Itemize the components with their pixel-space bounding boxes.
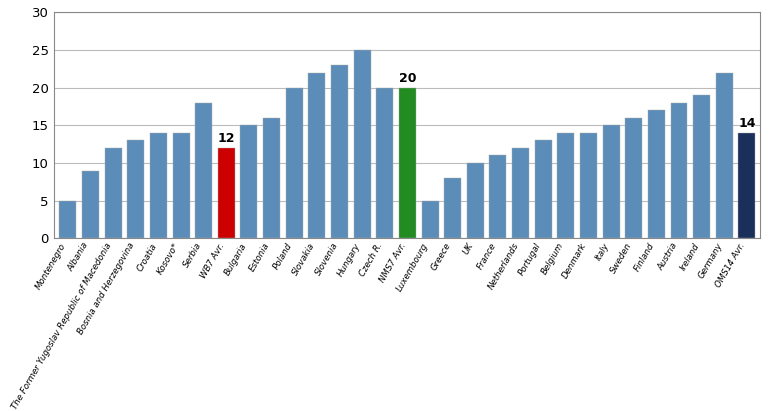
Bar — [308, 73, 325, 238]
Bar — [670, 103, 688, 238]
Text: 12: 12 — [217, 132, 235, 145]
Bar — [490, 155, 507, 238]
Bar — [376, 88, 393, 238]
Text: 14: 14 — [738, 117, 756, 130]
Bar — [60, 201, 76, 238]
Bar — [648, 110, 665, 238]
Bar — [218, 148, 235, 238]
Bar — [467, 163, 483, 238]
Bar — [241, 125, 258, 238]
Bar — [399, 88, 416, 238]
Bar — [150, 133, 167, 238]
Bar — [512, 148, 529, 238]
Bar — [715, 73, 733, 238]
Bar — [105, 148, 122, 238]
Text: 20: 20 — [399, 72, 416, 85]
Bar — [535, 141, 552, 238]
Bar — [693, 95, 710, 238]
Bar — [444, 178, 461, 238]
Bar — [580, 133, 597, 238]
Bar — [421, 201, 438, 238]
Bar — [127, 141, 144, 238]
Bar — [331, 65, 348, 238]
Bar — [196, 103, 212, 238]
Bar — [286, 88, 303, 238]
Bar — [739, 133, 755, 238]
Bar — [625, 118, 643, 238]
Bar — [172, 133, 189, 238]
Bar — [603, 125, 619, 238]
Bar — [263, 118, 280, 238]
Bar — [354, 50, 371, 238]
Bar — [82, 171, 99, 238]
Bar — [557, 133, 574, 238]
